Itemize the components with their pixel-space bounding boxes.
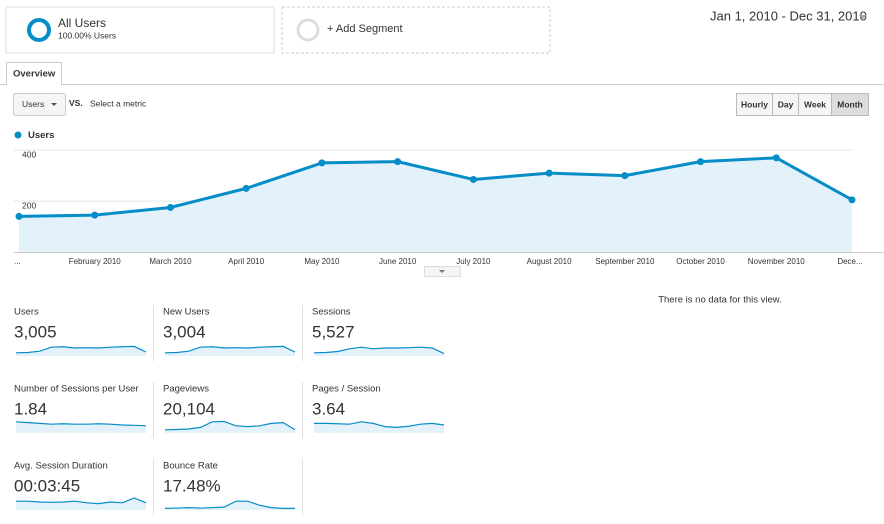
sparkline — [15, 421, 147, 427]
metric-name: Sessions — [312, 307, 351, 318]
sparkline-area — [314, 347, 444, 356]
sparkline-area — [165, 501, 295, 510]
metric-tiles: Users 3,005 New Users 3,004 Sessions 5,527 Num… — [14, 305, 445, 515]
legend-dot — [14, 131, 22, 139]
metric-name: Users — [14, 307, 39, 318]
x-tick-label: November 2010 — [748, 257, 805, 266]
granularity-button[interactable] — [831, 93, 869, 116]
metric-value: 3,005 — [14, 322, 57, 341]
sparkline — [164, 345, 296, 354]
segment-detail: 100.00% Users — [58, 30, 116, 40]
legend: Users — [14, 130, 54, 141]
dropdown-arrow — [51, 103, 57, 106]
sparkline — [15, 345, 147, 354]
area — [19, 157, 852, 252]
metric-value: 3,004 — [163, 322, 206, 341]
metric-value: 17.48% — [163, 476, 221, 495]
dropdown-arrow — [859, 15, 867, 19]
sparkline-area — [16, 498, 146, 510]
point[interactable] — [166, 203, 174, 211]
sparkline — [314, 421, 445, 429]
x-tick-label: April 2010 — [228, 257, 265, 266]
metric-value: 00:03:45 — [14, 476, 80, 495]
x-tick-label: February 2010 — [69, 257, 122, 266]
point[interactable] — [318, 159, 326, 167]
point[interactable] — [621, 172, 629, 180]
segment-card[interactable] — [5, 6, 275, 54]
metric-dropdown[interactable] — [13, 93, 66, 116]
point[interactable] — [697, 158, 705, 166]
granularity-label[interactable]: Week — [804, 99, 826, 109]
add-segment-icon — [296, 18, 320, 42]
metric-name: New Users — [163, 307, 210, 318]
metric-value: 20,104 — [163, 399, 215, 418]
x-tick-label: August 2010 — [527, 257, 572, 266]
tab-label[interactable]: Overview — [13, 69, 56, 80]
point[interactable] — [91, 211, 99, 219]
sparkline — [164, 420, 296, 431]
line-chart: 200 400... February 2010 March 2010 April 20… — [14, 149, 884, 266]
metric-value: 5,527 — [312, 322, 355, 341]
x-tick-label: May 2010 — [304, 257, 340, 266]
line — [18, 156, 853, 218]
metric-name: Number of Sessions per User — [14, 384, 139, 395]
sparkline — [313, 346, 445, 355]
point[interactable] — [848, 196, 856, 204]
metric-name: Pages / Session — [312, 384, 381, 395]
metric-value: 3.64 — [312, 399, 345, 418]
granularity-label[interactable]: Day — [778, 99, 794, 109]
point[interactable] — [394, 158, 402, 166]
x-tick-label: ... — [14, 257, 21, 266]
x-tick-label: July 2010 — [456, 257, 491, 266]
sparkline — [16, 497, 147, 505]
metric-name: Pageviews — [163, 384, 209, 395]
x-tick-label: June 2010 — [379, 257, 417, 266]
x-tick-label: March 2010 — [149, 257, 192, 266]
granularity-buttons: Hourly Day Week Month — [736, 93, 869, 116]
y-tick-label: 200 — [22, 200, 36, 210]
x-tick-label: September 2010 — [595, 257, 655, 266]
segment-name: All Users — [58, 16, 106, 30]
metric-name: Avg. Session Duration — [14, 461, 108, 472]
add-segment-label[interactable]: + Add Segment — [327, 23, 403, 35]
segment-icon — [27, 18, 51, 42]
date-range[interactable]: Jan 1, 2010 - Dec 31, 2010 — [710, 8, 867, 23]
x-tick-label: October 2010 — [676, 257, 725, 266]
x-tick-label: Dece... — [837, 257, 862, 266]
vs-label: VS. — [69, 98, 83, 108]
point[interactable] — [545, 169, 553, 177]
point[interactable] — [469, 175, 477, 183]
legend-label: Users — [28, 130, 54, 141]
sparkline — [164, 500, 295, 509]
sparkline-area — [165, 421, 295, 433]
collapse-arrow — [439, 270, 445, 273]
empty-message: There is no data for this view. — [658, 295, 782, 306]
add-segment[interactable] — [281, 6, 551, 54]
point[interactable] — [15, 212, 23, 220]
y-tick-label: 400 — [22, 149, 36, 159]
select-metric-link[interactable]: Select a metric — [90, 98, 147, 108]
metric-name: Bounce Rate — [163, 461, 218, 472]
point[interactable] — [772, 154, 780, 162]
granularity-label[interactable]: Hourly — [741, 99, 768, 109]
point[interactable] — [242, 184, 250, 192]
metric-value: 1.84 — [14, 399, 47, 418]
metric-label[interactable]: Users — [22, 99, 44, 109]
granularity-label[interactable]: Month — [837, 99, 863, 109]
